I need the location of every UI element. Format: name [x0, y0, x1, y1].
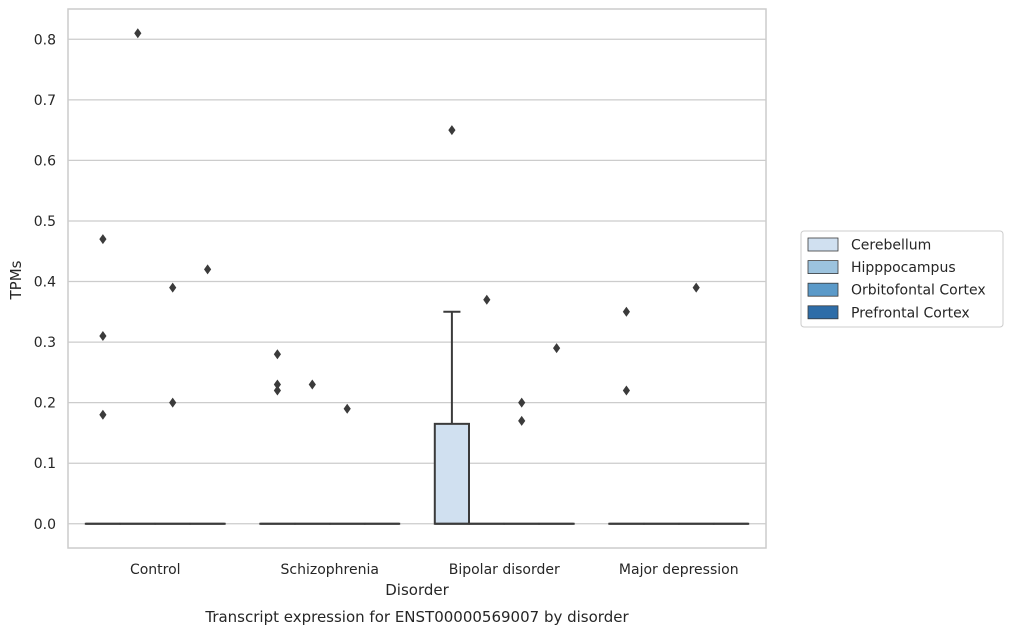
outlier-point [273, 385, 281, 396]
outlier-point [134, 28, 142, 39]
legend-swatch [807, 282, 839, 297]
outlier-point [204, 264, 212, 275]
outlier-point [99, 234, 107, 245]
y-tick-label: 0.2 [34, 396, 56, 412]
outlier-point [99, 331, 107, 342]
outlier-point [169, 397, 177, 408]
outlier-point [99, 409, 107, 420]
outlier-point [448, 125, 456, 136]
x-tick-label: Control [130, 562, 181, 578]
outlier-point [483, 294, 491, 305]
y-tick-label: 0.1 [34, 456, 56, 472]
y-tick-labels: 0.0 0.1 0.2 0.3 0.4 0.5 0.6 0.7 0.8 [34, 32, 56, 532]
plot-frame [67, 8, 767, 549]
legend-frame [800, 230, 1004, 328]
legend-label: Hipppocampus [851, 260, 956, 276]
x-axis-label: Disorder [385, 581, 449, 599]
legend: Cerebellum Hipppocampus Orbitofontal Corte… [800, 230, 1004, 328]
outlier-point [622, 385, 630, 396]
outlier-layer [99, 28, 700, 426]
outlier-point [553, 343, 561, 354]
legend-label: Cerebellum [851, 238, 931, 254]
outlier-point [273, 349, 281, 360]
grid-lines [68, 38, 766, 525]
outlier-point [622, 306, 630, 317]
y-tick-label: 0.7 [34, 93, 56, 109]
y-tick-label: 0.3 [34, 335, 56, 351]
y-tick-label: 0.5 [34, 214, 56, 230]
outlier-point [343, 403, 351, 414]
x-tick-label: Bipolar disorder [449, 562, 560, 578]
box-cerebellum [433, 310, 471, 525]
outlier-point [308, 379, 316, 390]
y-tick-label: 0.6 [34, 153, 56, 169]
chart-caption: Transcript expression for ENST0000056900… [204, 608, 629, 626]
legend-swatch [807, 305, 839, 320]
y-tick-label: 0.8 [34, 32, 56, 48]
outlier-point [518, 415, 526, 426]
legend-swatch [807, 260, 839, 275]
box-body [433, 422, 471, 525]
box-layer [84, 310, 750, 525]
outlier-point [273, 379, 281, 390]
y-axis-label: TPMs [7, 260, 25, 300]
legend-swatch [807, 237, 839, 252]
legend-label: Prefrontal Cortex [851, 305, 970, 321]
outlier-point [692, 282, 700, 293]
x-tick-labels: Control Schizophrenia Bipolar disorder Majo… [130, 562, 739, 578]
outlier-point [169, 282, 177, 293]
x-tick-label: Schizophrenia [281, 562, 379, 578]
y-tick-label: 0.4 [34, 275, 56, 291]
outlier-point [518, 397, 526, 408]
y-tick-label: 0.0 [34, 517, 56, 533]
x-tick-label: Major depression [619, 562, 739, 578]
legend-label: Orbitofontal Cortex [851, 283, 986, 299]
